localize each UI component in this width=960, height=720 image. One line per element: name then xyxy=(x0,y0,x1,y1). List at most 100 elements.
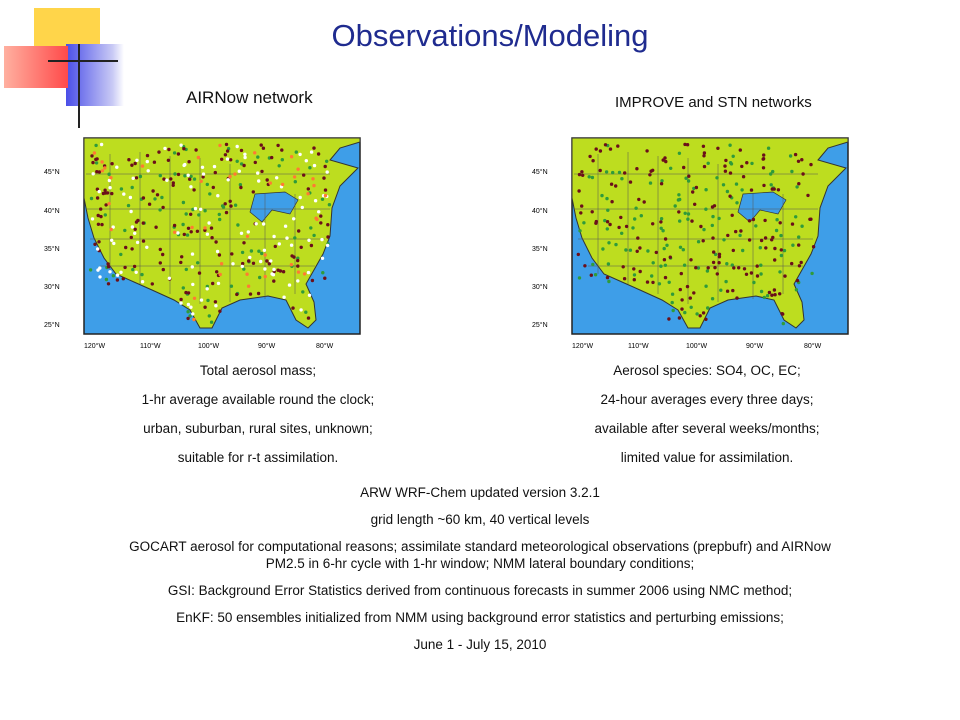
site-dot xyxy=(245,272,249,276)
site-dot xyxy=(134,220,139,224)
site-dot xyxy=(635,167,639,171)
site-dot xyxy=(115,273,120,277)
site-dot xyxy=(214,304,218,308)
site-dot xyxy=(704,284,708,288)
site-dot xyxy=(680,307,684,311)
site-dot xyxy=(682,263,687,267)
site-dot xyxy=(110,162,114,166)
site-dot xyxy=(201,175,205,179)
site-dot xyxy=(312,146,316,150)
site-dot xyxy=(215,249,220,254)
site-dot xyxy=(759,289,764,294)
decor-horizontal-line xyxy=(48,60,118,62)
site-dot xyxy=(235,159,239,163)
site-dot xyxy=(135,158,139,162)
decor-vertical-line xyxy=(78,44,80,128)
site-dot xyxy=(676,198,681,202)
site-dot xyxy=(797,264,802,268)
site-dot xyxy=(321,271,325,275)
site-dot xyxy=(121,277,126,281)
site-dot xyxy=(192,317,196,322)
site-dot xyxy=(185,233,190,237)
lon-label: 110°W xyxy=(628,342,649,350)
site-dot xyxy=(580,204,584,208)
site-dot xyxy=(759,238,764,243)
site-dot xyxy=(278,269,283,273)
site-dot xyxy=(310,278,315,283)
site-dot xyxy=(153,197,157,201)
site-dot xyxy=(304,310,308,314)
site-dot xyxy=(107,202,111,206)
site-dot xyxy=(265,259,269,263)
site-dot xyxy=(186,310,190,314)
site-dot xyxy=(184,267,188,272)
site-dot xyxy=(96,268,100,272)
site-dot xyxy=(600,193,604,198)
site-dot xyxy=(670,300,674,305)
site-dot xyxy=(186,316,190,321)
site-dot xyxy=(96,213,100,218)
site-dot xyxy=(95,196,100,200)
site-dot xyxy=(228,174,232,179)
site-dot xyxy=(715,272,719,276)
site-dot xyxy=(576,252,580,257)
site-dot xyxy=(801,172,805,176)
site-dot xyxy=(780,312,784,316)
site-dot xyxy=(103,166,107,170)
site-dot xyxy=(662,258,667,262)
site-dot xyxy=(723,169,728,173)
site-dot xyxy=(182,147,186,151)
site-dot xyxy=(225,149,230,153)
site-dot xyxy=(631,226,635,230)
site-dot xyxy=(701,144,706,148)
site-dot xyxy=(771,169,775,174)
site-dot xyxy=(754,224,758,228)
site-dot xyxy=(147,202,152,206)
site-dot xyxy=(248,255,252,260)
site-dot xyxy=(183,174,187,178)
site-dot xyxy=(772,288,777,292)
site-dot xyxy=(246,284,251,288)
site-dot xyxy=(298,152,302,157)
site-dot xyxy=(728,143,732,147)
site-dot xyxy=(730,213,734,217)
site-dot xyxy=(306,192,310,196)
site-dot xyxy=(111,274,116,278)
site-dot xyxy=(664,159,668,164)
site-dot xyxy=(704,207,708,211)
site-dot xyxy=(258,275,262,280)
site-dot xyxy=(260,251,264,256)
site-dot xyxy=(315,217,319,222)
site-dot xyxy=(176,172,181,177)
site-dot xyxy=(312,163,317,168)
site-dot xyxy=(151,189,155,193)
site-dot xyxy=(158,208,162,212)
site-dot xyxy=(598,149,603,153)
site-dot xyxy=(594,219,598,224)
site-dot xyxy=(770,238,774,242)
site-dot xyxy=(226,178,230,182)
site-dot xyxy=(306,270,311,275)
site-dot xyxy=(224,142,229,147)
site-dot xyxy=(233,172,237,176)
site-dot xyxy=(795,278,800,283)
site-dot xyxy=(713,252,718,257)
site-dot xyxy=(660,179,664,183)
site-dot xyxy=(98,275,102,279)
site-dot xyxy=(285,236,289,240)
site-dot xyxy=(648,173,652,177)
site-dot xyxy=(186,291,191,295)
site-dot xyxy=(280,148,284,152)
site-dot xyxy=(742,267,747,271)
site-dot xyxy=(731,288,735,293)
improve-stn-sites xyxy=(576,142,816,326)
site-dot xyxy=(216,194,220,198)
lat-label: 40°N xyxy=(532,207,548,215)
site-dot xyxy=(133,231,137,235)
site-dot xyxy=(732,266,736,270)
site-dot xyxy=(694,185,699,190)
site-dot xyxy=(100,169,105,173)
site-dot xyxy=(122,192,126,196)
site-dot xyxy=(272,279,276,283)
model-setup-text: ARW WRF-Chem updated version 3.2.1 grid … xyxy=(120,484,840,663)
